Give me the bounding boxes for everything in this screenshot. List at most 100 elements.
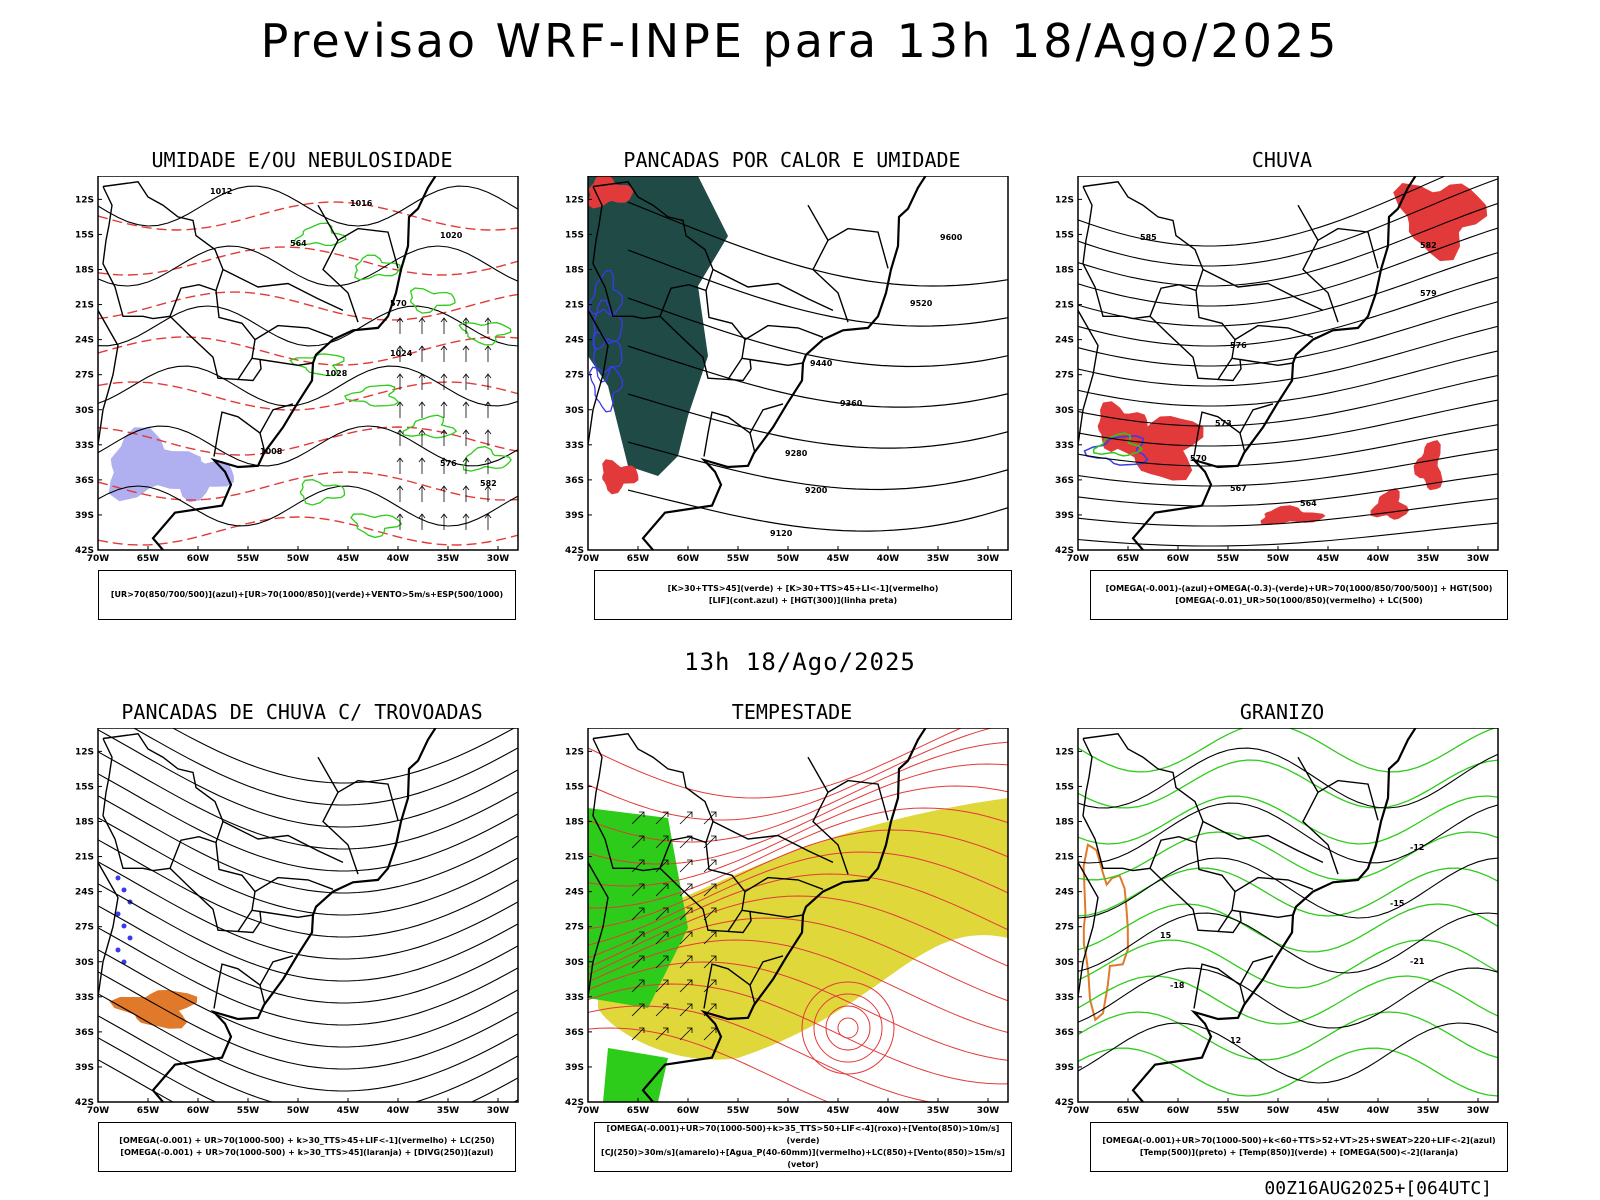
legend-line: [UR>70(850/700/500)](azul)+[UR>70(1000/8…: [110, 590, 504, 599]
wind-vector: [396, 485, 404, 502]
legend-line: [OMEGA(-0.001) + UR>70(1000-500) + k>30_…: [120, 1148, 494, 1157]
lat-label: 27S: [1055, 923, 1074, 933]
height-contour: [627, 201, 1008, 287]
lon-label: 30W: [1467, 554, 1490, 564]
lon-label: 60W: [1167, 1106, 1190, 1116]
lat-label: 27S: [1055, 371, 1074, 381]
lon-label: 65W: [627, 1106, 650, 1116]
lat-label: 42S: [565, 1098, 584, 1108]
wind-vector: [396, 401, 404, 418]
country-border: [1239, 910, 1294, 919]
wind-vector: [631, 883, 645, 897]
wind-vector: [484, 345, 492, 362]
lat-label: 15S: [1055, 782, 1074, 792]
streamline: [1078, 497, 1498, 527]
country-border: [712, 820, 834, 864]
wind-vector: [440, 401, 448, 418]
country-border: [102, 733, 224, 872]
temperature-500-contour: [1078, 912, 1498, 974]
lon-label: 70W: [1067, 1106, 1090, 1116]
wind-vector: [418, 401, 426, 418]
lon-label: 65W: [137, 554, 160, 564]
wind-vector: [655, 955, 669, 969]
lat-label: 39S: [75, 1063, 94, 1073]
country-border: [98, 862, 119, 1002]
lat-label: 36S: [75, 476, 94, 486]
country-border: [749, 403, 784, 434]
country-border: [1193, 411, 1246, 457]
streamline: [98, 949, 518, 1048]
wind-vector: [462, 345, 470, 362]
streamline: [1078, 399, 1498, 447]
humidity-contour-green: [402, 414, 458, 439]
lat-label: 21S: [565, 853, 584, 863]
coastline: [151, 176, 437, 550]
streamline: [588, 1005, 933, 1102]
country-border: [237, 357, 262, 382]
lat-label: 21S: [75, 853, 94, 863]
lon-label: 55W: [727, 1106, 750, 1116]
wind-vector: [703, 931, 717, 945]
rain-area-red: [1393, 183, 1488, 262]
streamline: [1078, 176, 1447, 247]
instability-area-red: [602, 459, 639, 495]
height-contour: [627, 441, 1008, 491]
lon-label: 50W: [777, 1106, 800, 1116]
streamline: [98, 971, 518, 1070]
thickness-contour: [98, 246, 518, 276]
lon-label: 45W: [1317, 554, 1340, 564]
wind-vector: [418, 429, 426, 446]
streamline: [1078, 178, 1498, 267]
wind-vector: [440, 457, 448, 474]
lat-label: 21S: [1055, 853, 1074, 863]
country-border: [169, 290, 256, 381]
wind-vector: [703, 859, 717, 873]
lon-label: 35W: [927, 1106, 950, 1116]
wind-vector: [631, 835, 645, 849]
country-border: [807, 756, 849, 875]
lat-label: 30S: [75, 406, 94, 416]
lat-label: 18S: [1055, 818, 1074, 828]
wind-vector: [484, 513, 492, 530]
pressure-contour: [98, 185, 518, 227]
humidity-contour-green: [409, 287, 456, 314]
country-border: [254, 876, 334, 893]
wind-vector: [679, 883, 693, 897]
country-border: [169, 842, 256, 933]
legend-granizo: [OMEGA(-0.001)+UR>70(1000-500)+k<60+TTS>…: [1090, 1122, 1508, 1172]
lon-label: 60W: [1167, 554, 1190, 564]
streamline: [588, 785, 1008, 887]
wind-vector: [418, 457, 426, 474]
lon-label: 30W: [977, 1106, 1000, 1116]
lon-label: 50W: [287, 1106, 310, 1116]
map-pancadas-calor: 9600 9520 9440 9360 9280 9200 9120 12S 15S 18S 21S…: [550, 176, 1010, 568]
pressure-contour: [98, 365, 518, 407]
country-border: [259, 955, 294, 986]
lat-label: 12S: [75, 195, 94, 205]
wind-vector: [631, 811, 645, 825]
temperature-850-contour: [1078, 1011, 1498, 1061]
streamline: [98, 773, 518, 872]
lat-label: 27S: [75, 371, 94, 381]
country-border: [98, 310, 119, 450]
coastline: [1131, 728, 1417, 1102]
wind-vector: [679, 907, 693, 921]
legend-line: [OMEGA(-0.001)+UR>70(1000-500)+k>35_TTS>…: [606, 1124, 1000, 1145]
contour-label: 1008: [260, 447, 283, 456]
map-layers: -12 -15 -18 -21 12 15: [1078, 728, 1498, 1102]
country-border: [727, 909, 752, 934]
contour-label: 9440: [810, 359, 833, 368]
thickness-contour: [98, 201, 518, 231]
legend-line: [CJ(250)>30m/s](amarelo)+[Agua_P(40-60mm…: [601, 1148, 1005, 1169]
lat-label: 18S: [565, 818, 584, 828]
wind-area-green: [588, 808, 688, 1008]
lat-label: 24S: [565, 888, 584, 898]
omega-contour-orange: [1082, 843, 1129, 1022]
lon-label: 45W: [827, 554, 850, 564]
wind-vector: [396, 317, 404, 334]
lat-label: 12S: [1055, 195, 1074, 205]
streamline: [588, 1027, 830, 1102]
coastline: [641, 176, 927, 550]
country-border: [1317, 227, 1379, 269]
country-border: [337, 227, 399, 269]
